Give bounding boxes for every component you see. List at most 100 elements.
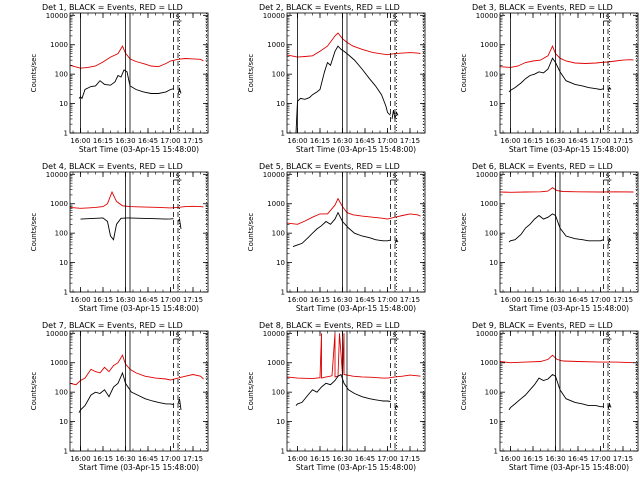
x-tick-label: 16:30 (115, 296, 135, 304)
x-tick-label: 17:15 (613, 296, 633, 304)
flag-label: S (176, 173, 180, 180)
x-tick-label: 16:45 (355, 455, 375, 463)
series-line-2 (508, 57, 604, 93)
y-tick-label: 10000 (46, 330, 68, 338)
x-tick-label: 17:00 (590, 296, 610, 304)
y-tick-label: 1 (494, 130, 498, 138)
series-line-3 (394, 238, 399, 244)
series-line-1 (499, 354, 634, 364)
y-tick-label: 10 (489, 259, 498, 267)
series-line-1 (499, 44, 634, 68)
panel-title: Det 5, BLACK = Events, RED = LLD (259, 162, 400, 171)
y-tick-label: 10000 (46, 171, 68, 179)
x-tick-label: 16:45 (138, 296, 158, 304)
x-axis-label: Start Time (03-Apr-15 15:48:00) (509, 463, 629, 472)
y-axis-label: Counts/sec (30, 213, 38, 252)
y-tick-label: 10 (276, 100, 285, 108)
series-line-1 (69, 45, 204, 69)
series-line-1 (69, 190, 204, 209)
y-axis-label: Counts/sec (30, 54, 38, 93)
y-tick-label: 10000 (476, 330, 498, 338)
y-tick-label: 10 (59, 100, 68, 108)
x-tick-label: 16:45 (355, 137, 375, 145)
y-tick-label: 100 (485, 71, 498, 79)
y-axis-label: Counts/sec (30, 372, 38, 411)
panel-title: Det 7, BLACK = Events, RED = LLD (42, 321, 183, 330)
x-axis-label: Start Time (03-Apr-15 15:48:00) (296, 463, 416, 472)
panel-7: S 1 10 100 1000 10000 16:00 16:15 16:30 16:45 17:0… (30, 321, 209, 472)
panel-title: Det 6, BLACK = Events, RED = LLD (472, 162, 613, 171)
series-line-2 (78, 69, 174, 100)
x-axis-label: Start Time (03-Apr-15 15:48:00) (79, 304, 199, 313)
panel-2: S 1 10 100 1000 10000 16:00 16:15 16:30 16:45 17:0… (247, 3, 426, 154)
x-tick-label: 17:00 (590, 455, 610, 463)
y-tick-label: 100 (272, 71, 285, 79)
y-tick-label: 10 (276, 259, 285, 267)
y-tick-label: 1000 (480, 41, 498, 49)
x-tick-label: 16:45 (138, 455, 158, 463)
y-tick-label: 1 (64, 130, 68, 138)
plot-frame (499, 330, 639, 452)
x-tick-label: 16:45 (355, 296, 375, 304)
x-tick-label: 16:15 (93, 455, 113, 463)
y-tick-label: 10 (276, 418, 285, 426)
y-tick-label: 10 (59, 259, 68, 267)
y-tick-label: 10000 (476, 171, 498, 179)
flag-label: S (176, 332, 180, 339)
y-tick-label: 10000 (263, 171, 285, 179)
panel-9: S 1 10 100 1000 10000 16:00 16:15 16:30 16:45 17:0… (460, 321, 639, 472)
y-axis-label: Counts/sec (460, 54, 468, 93)
x-tick-label: 17:15 (183, 296, 203, 304)
x-tick-label: 17:00 (160, 455, 180, 463)
x-tick-label: 16:00 (70, 137, 90, 145)
x-tick-label: 16:00 (500, 137, 520, 145)
x-tick-label: 16:30 (545, 296, 565, 304)
panel-5: S 1 10 100 1000 10000 16:00 16:15 16:30 16:45 17:0… (247, 162, 426, 313)
y-tick-label: 1000 (480, 359, 498, 367)
x-tick-label: 16:30 (115, 137, 135, 145)
series-line-1 (286, 197, 421, 225)
y-tick-label: 1000 (50, 359, 68, 367)
x-tick-label: 17:15 (613, 137, 633, 145)
series-line-3 (607, 86, 612, 93)
y-tick-label: 1000 (50, 41, 68, 49)
flag-label: S (393, 173, 397, 180)
x-tick-label: 16:30 (545, 137, 565, 145)
panel-6: S 1 10 100 1000 10000 16:00 16:15 16:30 16:45 17:0… (460, 162, 639, 313)
y-tick-label: 1 (281, 448, 285, 456)
x-tick-label: 16:15 (93, 296, 113, 304)
y-axis-label: Counts/sec (247, 213, 255, 252)
series-line-2 (80, 217, 174, 241)
y-axis-label: Counts/sec (247, 372, 255, 411)
x-tick-label: 16:00 (287, 455, 307, 463)
y-tick-label: 1 (281, 130, 285, 138)
x-tick-label: 16:15 (310, 296, 330, 304)
y-tick-label: 100 (485, 230, 498, 238)
x-tick-label: 16:15 (523, 455, 543, 463)
x-tick-label: 17:15 (400, 137, 420, 145)
series-line-2 (295, 373, 391, 406)
plot-frame (499, 12, 639, 134)
y-tick-label: 100 (485, 389, 498, 397)
x-axis-label: Start Time (03-Apr-15 15:48:00) (296, 145, 416, 154)
y-tick-label: 1000 (267, 41, 285, 49)
x-tick-label: 17:00 (377, 455, 397, 463)
series-line-2 (78, 371, 174, 413)
y-tick-label: 100 (55, 71, 68, 79)
x-tick-label: 16:00 (500, 296, 520, 304)
panel-1: S 1 10 100 1000 10000 16:00 16:15 16:30 16:45 17:0… (30, 3, 209, 154)
x-tick-label: 16:45 (568, 137, 588, 145)
x-tick-label: 16:45 (138, 137, 158, 145)
x-tick-label: 17:00 (160, 296, 180, 304)
x-tick-label: 16:00 (70, 296, 90, 304)
panel-3: S 1 10 100 1000 10000 16:00 16:15 16:30 16:45 17:0… (460, 3, 639, 154)
series-line-2 (508, 213, 604, 243)
x-tick-label: 17:15 (613, 455, 633, 463)
series-line-1 (499, 187, 634, 193)
flag-label: S (176, 14, 180, 21)
y-tick-label: 1 (64, 448, 68, 456)
y-tick-label: 100 (55, 230, 68, 238)
y-tick-label: 1000 (480, 200, 498, 208)
flag-label: S (606, 173, 610, 180)
series-line-2 (508, 373, 604, 411)
